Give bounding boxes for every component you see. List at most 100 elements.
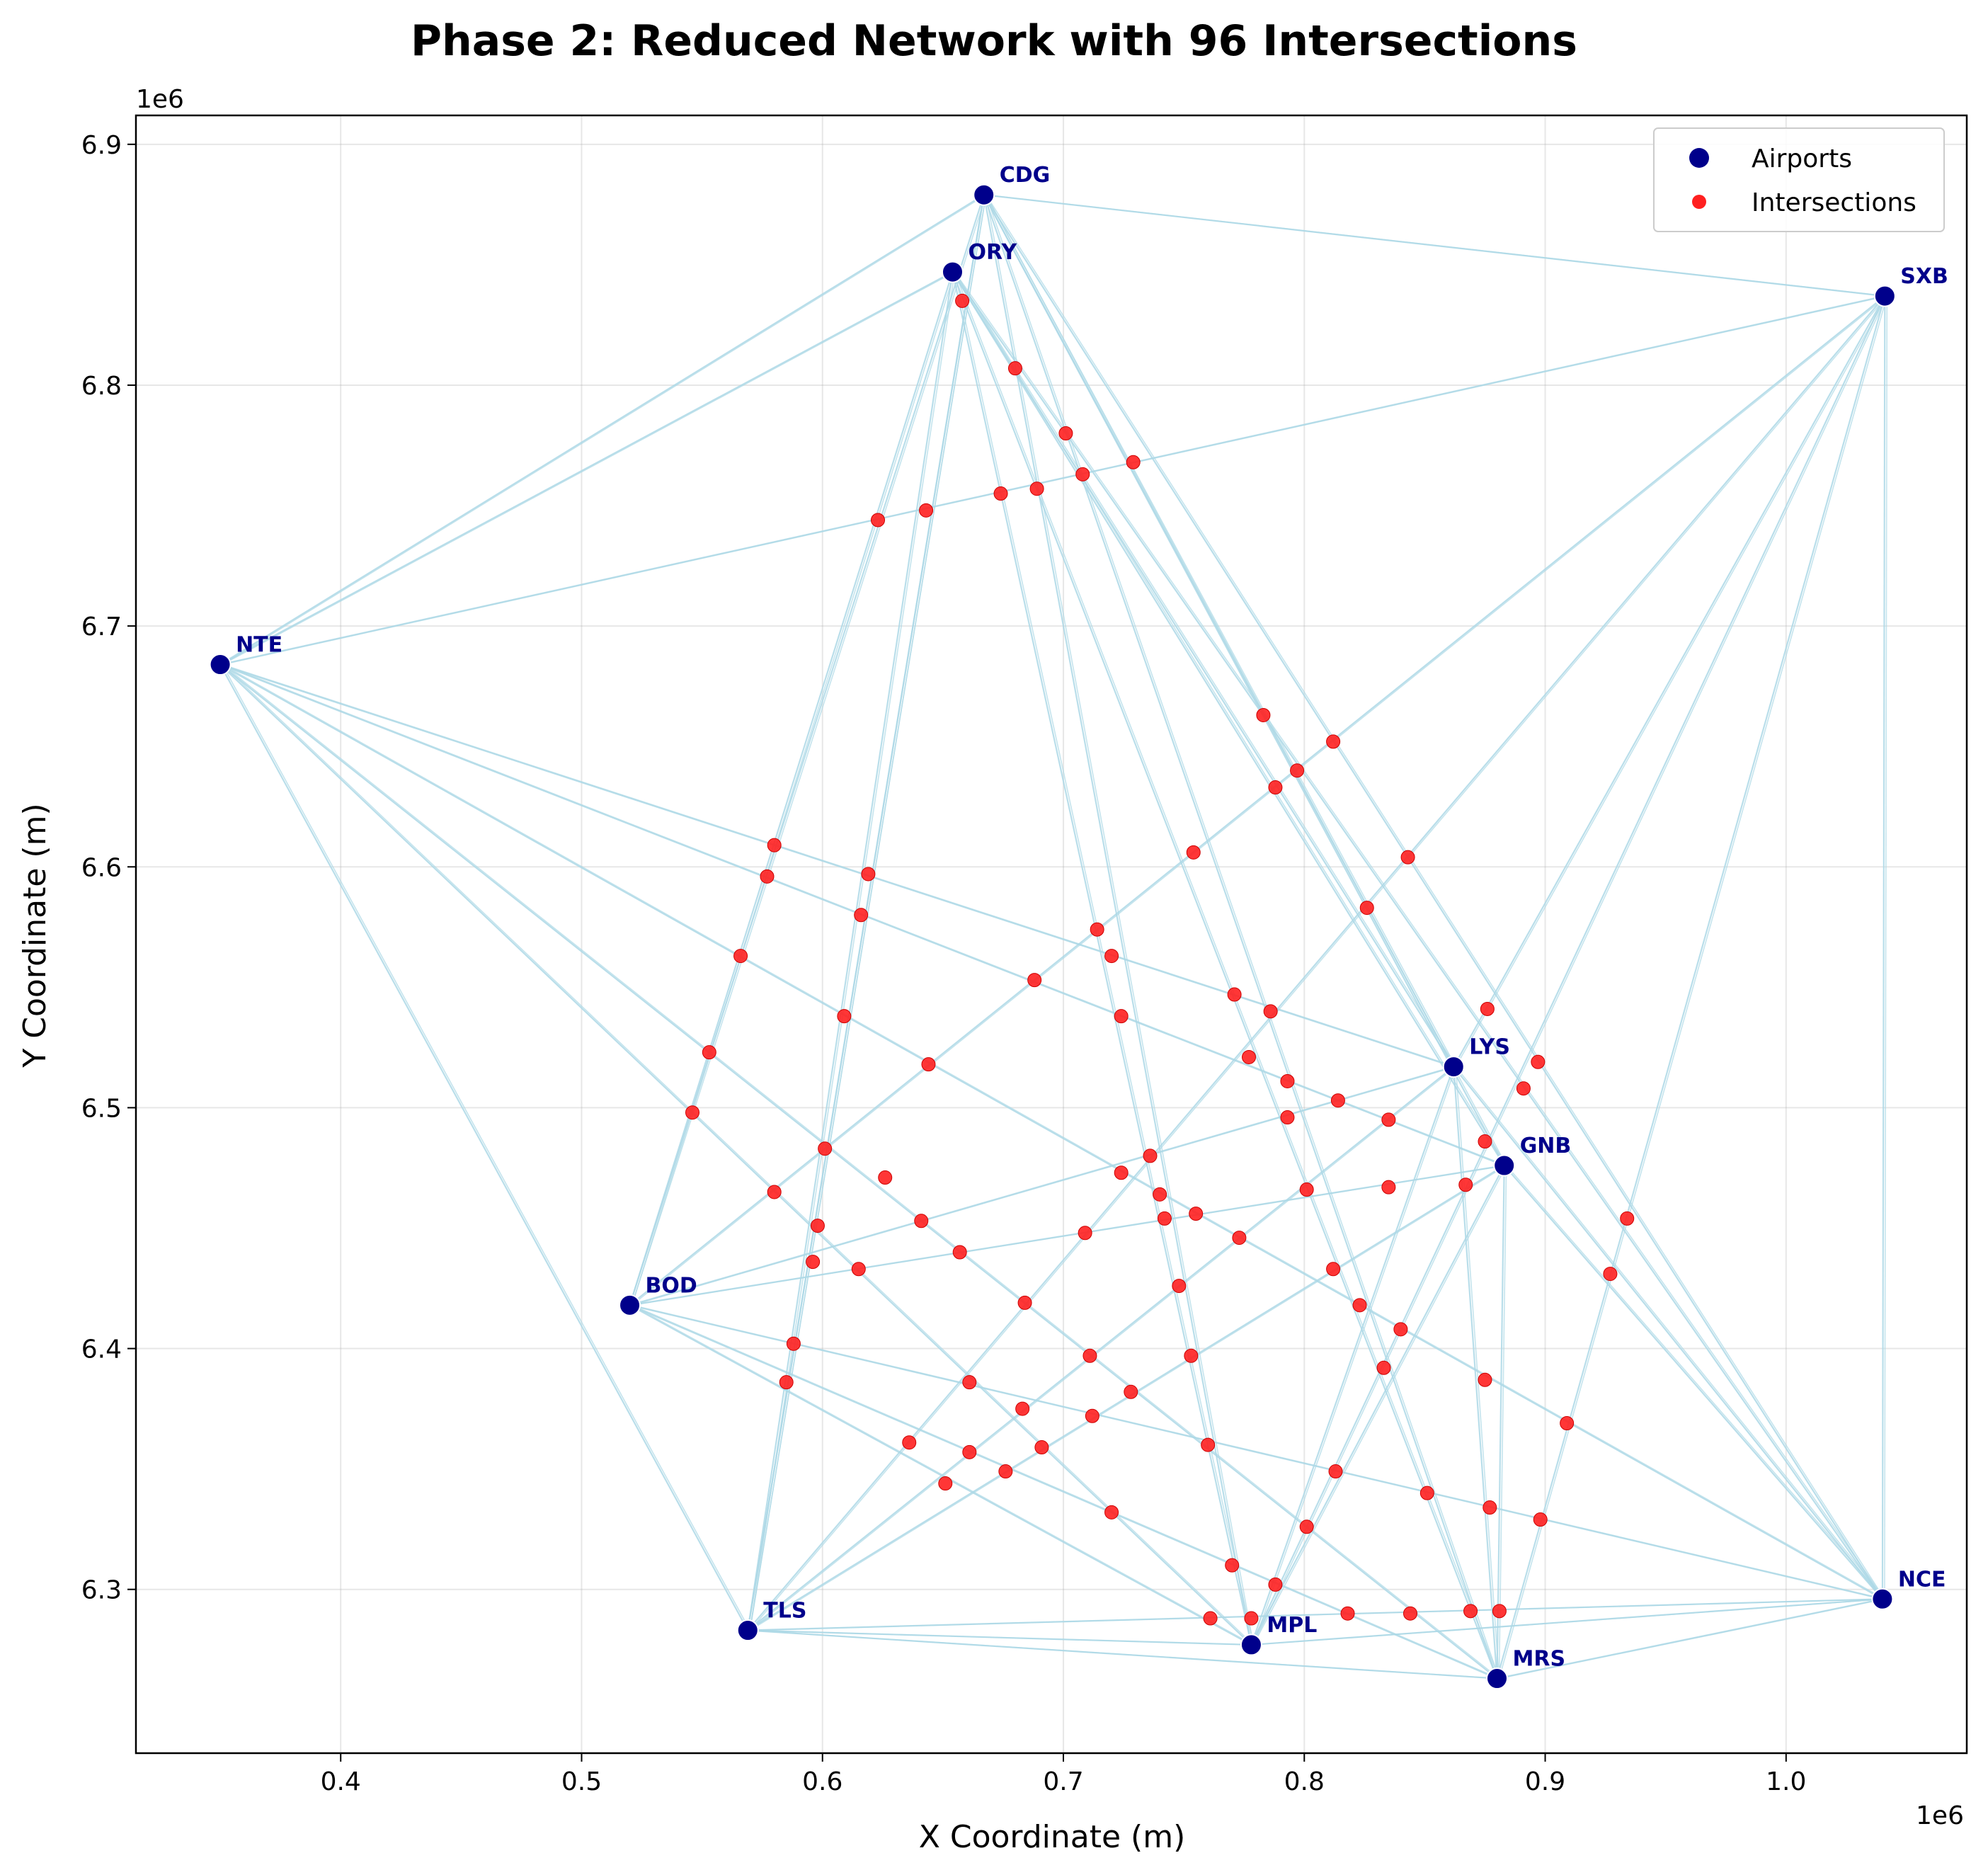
intersection-point: [1244, 1611, 1259, 1626]
route-line: [986, 194, 1507, 1166]
route-line: [1506, 1165, 1885, 1600]
route-line: [750, 1629, 1254, 1646]
intersection-point: [1143, 1148, 1158, 1163]
intersection-point: [1533, 1512, 1548, 1527]
intersection-point: [1620, 1211, 1635, 1226]
route-line: [1881, 296, 1886, 1600]
legend-intersection-label: Intersections: [1752, 188, 1916, 217]
route-line: [747, 295, 1886, 1631]
intersection-point: [1126, 455, 1141, 469]
route-line: [952, 271, 1505, 1166]
route-line: [1250, 1066, 1455, 1646]
airport-point: [941, 261, 964, 283]
airport-label: NTE: [236, 633, 282, 658]
airport-label: SXB: [1900, 264, 1948, 289]
route-line: [219, 663, 1252, 1646]
intersection-point: [1189, 1207, 1204, 1221]
intersection-point: [902, 1435, 917, 1450]
x-tick-label: 1.0: [1766, 1767, 1806, 1796]
route-line: [954, 271, 1255, 1646]
route-line: [632, 1304, 1499, 1680]
route-line: [983, 195, 1252, 1646]
legend-airport-marker: [1689, 148, 1709, 168]
route-line: [219, 194, 985, 666]
intersection-point: [998, 1464, 1013, 1479]
intersection-point: [1299, 1182, 1314, 1197]
intersection-point: [1483, 1500, 1497, 1515]
route-line: [1252, 295, 1888, 1646]
route-line: [222, 194, 987, 666]
intersection-point: [1075, 467, 1090, 481]
intersection-point: [1330, 1093, 1345, 1108]
route-line: [747, 1165, 1505, 1631]
intersection-point: [733, 949, 748, 964]
airport-label: MRS: [1512, 1647, 1565, 1672]
x-tick-label: 0.4: [321, 1767, 361, 1796]
intersection-point: [1078, 1226, 1092, 1241]
route-line: [219, 663, 1454, 1068]
route-line: [983, 194, 1498, 1679]
intersection-point: [1256, 707, 1271, 722]
intersection-point: [921, 1057, 936, 1072]
x-offset-label: 1e6: [1916, 1801, 1964, 1830]
intersection-point: [702, 1045, 716, 1060]
intersection-point: [1225, 1558, 1240, 1573]
intersection-point: [1381, 1180, 1396, 1195]
intersection-point: [993, 486, 1008, 501]
x-tick-label: 0.5: [561, 1767, 602, 1796]
route-line: [1498, 295, 1888, 1679]
intersection-point: [818, 1141, 833, 1156]
route-line: [749, 1066, 1456, 1631]
intersection-point: [760, 869, 775, 884]
airport-point: [1240, 1634, 1262, 1656]
airport-label: CDG: [1000, 163, 1051, 188]
route-line: [1496, 1165, 1505, 1679]
intersection-point: [1376, 1360, 1391, 1375]
intersection-point: [955, 293, 970, 308]
route-line: [631, 195, 987, 1306]
airport-label: LYS: [1469, 1035, 1510, 1060]
route-line: [219, 664, 749, 1631]
intersection-point: [952, 1245, 967, 1260]
route-line: [985, 195, 1255, 1646]
route-line: [222, 663, 1254, 1646]
route-line: [983, 194, 1883, 1600]
route-lines: [219, 194, 1888, 1680]
route-line: [749, 271, 956, 1631]
route-line: [954, 271, 1456, 1068]
intersection-point: [1381, 1112, 1396, 1127]
route-line: [1455, 1066, 1885, 1600]
airport-point: [1442, 1056, 1465, 1078]
airport-point: [1873, 285, 1896, 307]
intersection-point: [1400, 850, 1415, 865]
y-tick-label: 6.3: [81, 1576, 122, 1605]
intersection-points: [685, 293, 1635, 1626]
intersection-point: [1058, 426, 1073, 440]
intersection-point: [1227, 987, 1242, 1002]
airport-points: [209, 183, 1896, 1690]
x-tick-label: 0.6: [802, 1767, 842, 1796]
legend-airport-label: Airports: [1752, 144, 1852, 173]
intersection-point: [786, 1336, 801, 1351]
plot-frame: [135, 114, 1968, 1755]
intersection-point: [1492, 1604, 1507, 1619]
intersection-point: [1232, 1231, 1247, 1245]
intersection-point: [1114, 1009, 1129, 1024]
intersection-point: [1326, 1262, 1341, 1277]
intersection-point: [851, 1262, 866, 1277]
intersection-point: [919, 503, 934, 518]
route-line: [1455, 295, 1888, 1067]
airport-label: TLS: [763, 1599, 806, 1624]
route-line: [632, 1304, 1885, 1600]
route-line: [749, 195, 987, 1631]
route-line: [1250, 295, 1886, 1646]
route-line: [631, 271, 956, 1306]
route-line: [954, 271, 1885, 1600]
route-line: [632, 295, 1887, 1306]
route-line: [222, 663, 1499, 1680]
route-line: [629, 1304, 1252, 1646]
intersection-point: [1090, 922, 1104, 937]
grid-lines: [136, 115, 1967, 1753]
